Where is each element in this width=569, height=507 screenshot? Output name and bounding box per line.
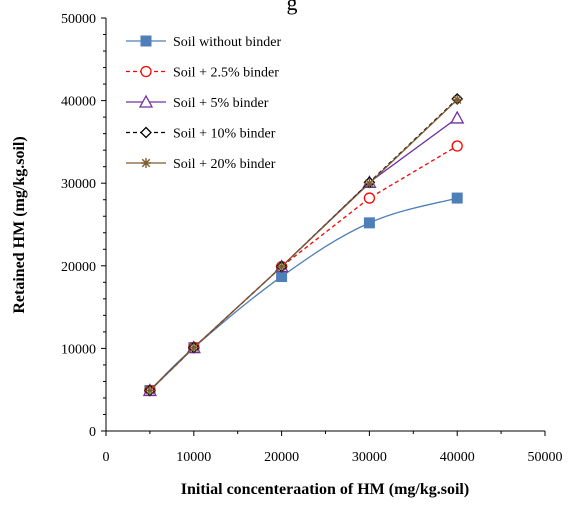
asterisk-stroke <box>277 262 286 271</box>
series-line <box>149 145 458 391</box>
legend-label: Soil + 2.5% binder <box>173 66 279 81</box>
x-tick-label: 20000 <box>264 450 299 465</box>
asterisk-stroke <box>145 386 155 395</box>
series-1 <box>144 192 463 397</box>
data-point <box>276 271 288 283</box>
data-point <box>363 192 376 204</box>
legend-item: Soil + 10% binder <box>126 127 276 142</box>
x-tick-label: 50000 <box>528 450 563 465</box>
data-point <box>451 192 463 204</box>
legend-label: Soil + 10% binder <box>173 127 276 142</box>
x-ticks: 0 10000 20000 30000 40000 50000 <box>103 431 563 465</box>
data-point <box>451 140 463 152</box>
legend-marker <box>140 126 152 139</box>
x-tick-label: 0 <box>103 450 110 465</box>
data-point <box>188 342 199 353</box>
chart-title-fragment: g <box>287 0 298 15</box>
legend-label: Soil without binder <box>173 35 281 50</box>
series-layer <box>142 93 465 397</box>
legend-marker <box>140 35 152 47</box>
legend: Soil without binder Soil + 2.5% binder Soi… <box>126 35 281 172</box>
x-tick-label: 10000 <box>176 450 211 465</box>
legend-marker <box>141 158 151 168</box>
y-ticks: 0 10000 20000 30000 40000 50000 <box>61 12 106 440</box>
data-point <box>363 217 375 229</box>
series-3 <box>142 110 465 397</box>
data-point <box>452 94 463 105</box>
asterisk-stroke <box>141 158 151 168</box>
legend-item: Soil + 5% binder <box>126 94 269 111</box>
asterisk-stroke <box>365 178 374 188</box>
y-tick-label: 50000 <box>61 12 96 27</box>
x-axis-label: Initial concenteraation of HM (mg/kg.soi… <box>181 481 469 498</box>
data-point <box>276 261 287 272</box>
y-tick-label: 10000 <box>61 342 96 357</box>
x-tick-label: 30000 <box>352 450 387 465</box>
legend-label: Soil + 20% binder <box>173 157 276 172</box>
legend-item: Soil + 20% binder <box>126 157 276 172</box>
x-tick-label: 40000 <box>440 450 475 465</box>
y-tick-label: 20000 <box>61 260 96 275</box>
legend-item: Soil + 2.5% binder <box>126 66 279 81</box>
chart-title-fragment-text: g <box>287 0 298 15</box>
y-tick-label: 40000 <box>61 95 96 110</box>
legend-marker <box>140 65 152 78</box>
data-point <box>144 385 155 396</box>
series-2 <box>144 140 463 397</box>
legend-label: Soil + 5% binder <box>173 96 269 111</box>
legend-marker <box>138 94 154 108</box>
asterisk-stroke <box>189 343 199 352</box>
data-point <box>450 110 465 124</box>
series-5 <box>144 94 463 396</box>
y-tick-label: 30000 <box>61 177 96 192</box>
y-tick-label: 0 <box>89 425 96 440</box>
data-point <box>364 178 375 189</box>
asterisk-stroke <box>452 95 462 105</box>
y-axis-label: Retained HM (mg/kg.soil) <box>11 136 28 313</box>
legend-item: Soil without binder <box>126 35 281 50</box>
series-line <box>149 197 458 391</box>
